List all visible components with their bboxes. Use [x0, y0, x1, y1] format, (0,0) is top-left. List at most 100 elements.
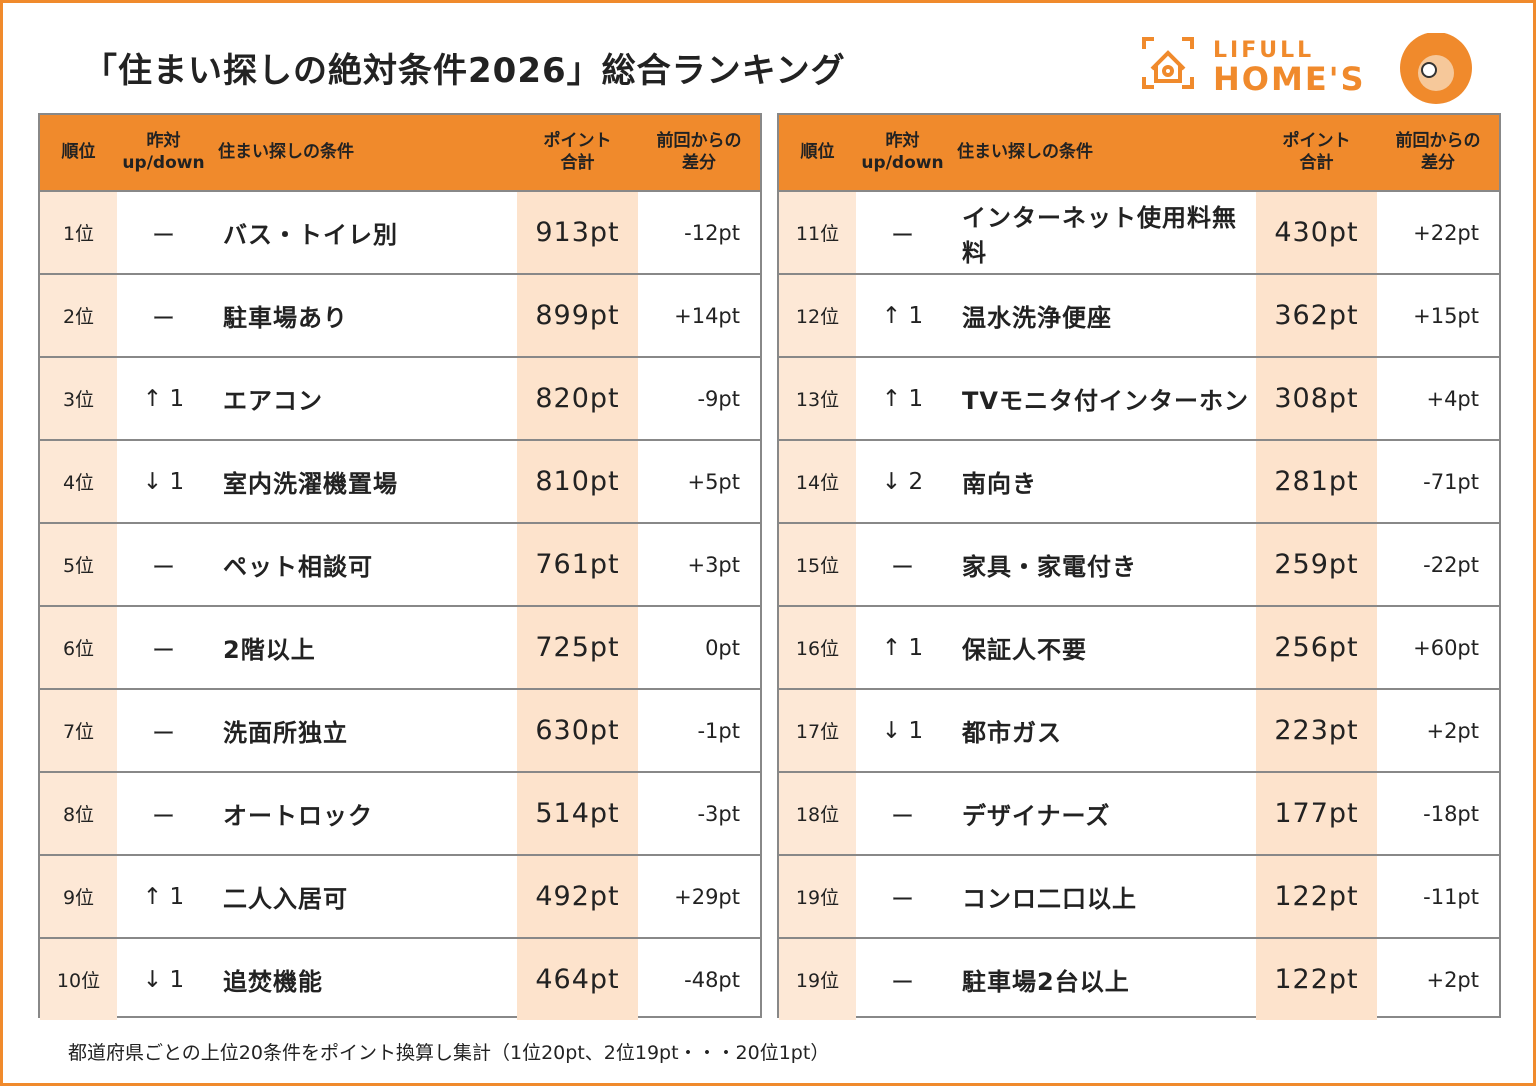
difference-cell: +2pt: [1426, 967, 1479, 992]
rank-cell: 4位: [40, 441, 117, 522]
column-header: 順位: [61, 141, 96, 162]
rank-cell: 12位: [779, 275, 856, 356]
condition-cell: 洗面所独立: [223, 719, 348, 747]
change-cell: ー: [152, 637, 175, 664]
change-cell: ー: [152, 720, 175, 747]
points-cell: 820pt: [517, 358, 638, 439]
change-cell: ↓ 2: [881, 468, 924, 495]
change-cell: ー: [891, 969, 914, 996]
difference-cell: -71pt: [1423, 469, 1479, 494]
rank-cell: 16位: [779, 607, 856, 688]
rank-cell: 6位: [40, 607, 117, 688]
rank-cell: 13位: [779, 358, 856, 439]
table-header: 順位 昨対 up/down 住まい探しの条件 ポイント 合計 前回からの 差分: [779, 115, 1499, 190]
condition-cell: 駐車場あり: [223, 304, 348, 332]
rank-cell: 15位: [779, 524, 856, 605]
table-row: 17位 ↓ 1 都市ガス 223pt +2pt: [779, 688, 1499, 771]
column-header: 昨対 up/down: [122, 131, 205, 173]
change-cell: ー: [891, 886, 914, 913]
condition-cell: 家具・家電付き: [962, 553, 1137, 581]
table-row: 6位 ー 2階以上 725pt 0pt: [40, 605, 760, 688]
points-cell: 256pt: [1256, 607, 1377, 688]
table-row: 4位 ↓ 1 室内洗濯機置場 810pt +5pt: [40, 439, 760, 522]
ranking-table: 順位 昨対 up/down 住まい探しの条件 ポイント 合計 前回からの 差分 11位ーイ…: [777, 113, 1501, 1020]
difference-cell: +60pt: [1413, 635, 1479, 660]
points-cell: 223pt: [1256, 690, 1377, 771]
column-header: ポイント 合計: [1282, 131, 1351, 173]
points-cell: 281pt: [1256, 441, 1377, 522]
condition-cell: 室内洗濯機置場: [223, 470, 398, 498]
condition-cell: デザイナーズ: [962, 802, 1111, 830]
table-row: 5位 ー ペット相談可 761pt +3pt: [40, 522, 760, 605]
condition-cell: エアコン: [223, 387, 323, 415]
difference-cell: -18pt: [1423, 801, 1479, 826]
points-cell: 810pt: [517, 441, 638, 522]
rank-cell: 14位: [779, 441, 856, 522]
difference-cell: +22pt: [1413, 220, 1479, 245]
table-row: 1位 ー バス・トイレ別 913pt -12pt: [40, 190, 760, 273]
rank-cell: 19位: [779, 939, 856, 1020]
change-cell: ー: [891, 554, 914, 581]
points-cell: 430pt: [1256, 192, 1377, 273]
column-header: 昨対 up/down: [861, 131, 944, 173]
condition-cell: 追焚機能: [223, 968, 323, 996]
condition-cell: インターネット使用料無料: [962, 203, 1237, 267]
table-row: 7位 ー 洗面所独立 630pt -1pt: [40, 688, 760, 771]
condition-cell: コンロ二口以上: [962, 885, 1137, 913]
condition-cell: 2階以上: [223, 636, 316, 664]
points-cell: 122pt: [1256, 856, 1377, 937]
change-cell: ー: [152, 554, 175, 581]
footnote: 都道府県ごとの上位20条件をポイント換算し集計（1位20pt、2位19pt・・・…: [68, 1042, 830, 1064]
rank-cell: 11位: [779, 192, 856, 273]
difference-cell: +2pt: [1426, 718, 1479, 743]
change-cell: ↑ 1: [881, 634, 924, 661]
change-cell: ↑ 1: [142, 883, 185, 910]
rank-cell: 8位: [40, 773, 117, 854]
points-cell: 725pt: [517, 607, 638, 688]
points-cell: 122pt: [1256, 939, 1377, 1020]
rank-cell: 18位: [779, 773, 856, 854]
column-header: 住まい探しの条件: [218, 141, 354, 162]
rank-cell: 1位: [40, 192, 117, 273]
difference-cell: +14pt: [674, 303, 740, 328]
column-header: 前回からの 差分: [1395, 131, 1481, 173]
rank-cell: 9位: [40, 856, 117, 937]
table-row: 19位 ー コンロ二口以上 122pt -11pt: [779, 854, 1499, 937]
table-row: 18位 ー デザイナーズ 177pt -18pt: [779, 771, 1499, 854]
change-cell: ↑ 1: [881, 302, 924, 329]
table-row: 9位 ↑ 1 二人入居可 492pt +29pt: [40, 854, 760, 937]
change-cell: ー: [891, 803, 914, 830]
table-header: 順位 昨対 up/down 住まい探しの条件 ポイント 合計 前回からの 差分: [40, 115, 760, 190]
condition-cell: 二人入居可: [223, 885, 348, 913]
change-cell: ↑ 1: [142, 385, 185, 412]
rank-cell: 7位: [40, 690, 117, 771]
condition-cell: オートロック: [223, 802, 373, 830]
rank-cell: 2位: [40, 275, 117, 356]
column-header: ポイント 合計: [543, 131, 612, 173]
rank-cell: 17位: [779, 690, 856, 771]
column-header: 住まい探しの条件: [957, 141, 1093, 162]
table-row: 12位 ↑ 1 温水洗浄便座 362pt +15pt: [779, 273, 1499, 356]
logo-top: LIFULL: [1213, 38, 1314, 63]
difference-cell: +29pt: [674, 884, 740, 909]
points-cell: 259pt: [1256, 524, 1377, 605]
points-cell: 761pt: [517, 524, 638, 605]
table-row: 3位 ↑ 1 エアコン 820pt -9pt: [40, 356, 760, 439]
difference-cell: -9pt: [697, 386, 740, 411]
change-cell: ー: [152, 222, 175, 249]
difference-cell: -11pt: [1423, 884, 1479, 909]
change-cell: ↑ 1: [881, 385, 924, 412]
points-cell: 362pt: [1256, 275, 1377, 356]
table-row: 14位 ↓ 2 南向き 281pt -71pt: [779, 439, 1499, 522]
condition-cell: 温水洗浄便座: [962, 304, 1112, 332]
difference-cell: +3pt: [687, 552, 740, 577]
rank-cell: 5位: [40, 524, 117, 605]
difference-cell: -48pt: [684, 967, 740, 992]
change-cell: ー: [152, 305, 175, 332]
condition-cell: 南向き: [962, 470, 1037, 498]
condition-cell: バス・トイレ別: [223, 221, 398, 249]
table-row: 13位 ↑ 1 TVモニタ付インターホン 308pt +4pt: [779, 356, 1499, 439]
difference-cell: +15pt: [1413, 303, 1479, 328]
ranking-table: 順位 昨対 up/down 住まい探しの条件 ポイント 合計 前回からの 差分 1位ーバス…: [38, 113, 762, 1020]
